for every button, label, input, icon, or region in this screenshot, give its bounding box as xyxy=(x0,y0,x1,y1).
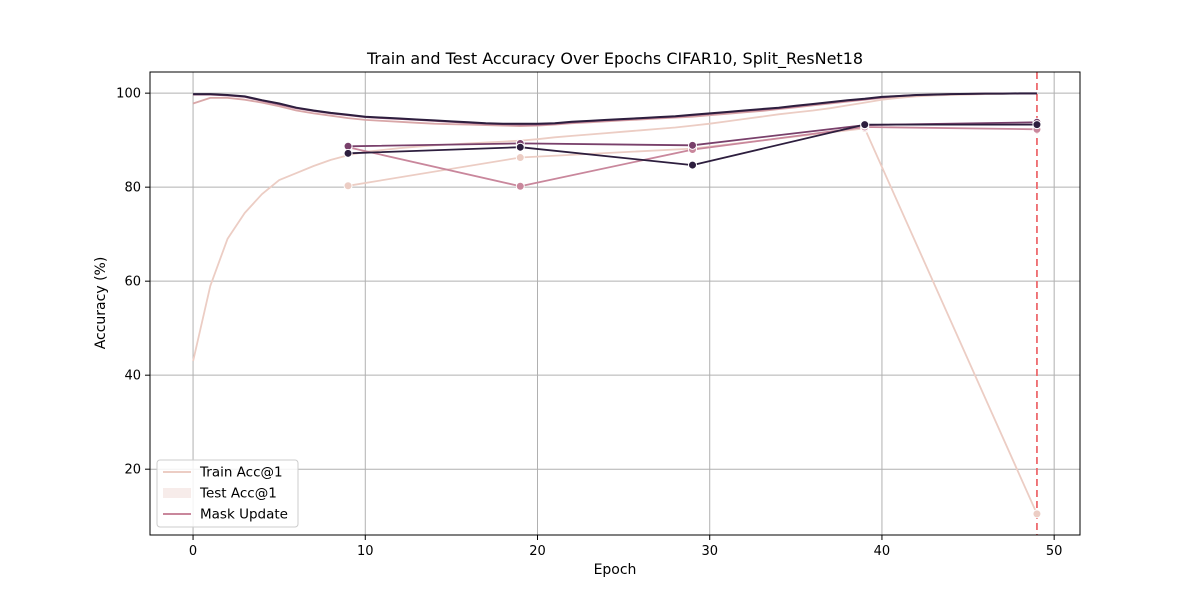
test-point-4-epoch-49 xyxy=(1032,120,1042,130)
test-accuracy-points xyxy=(343,117,1042,519)
y-tick-label: 60 xyxy=(124,275,141,290)
y-tick-label: 20 xyxy=(124,463,141,478)
test-point-1-epoch-19 xyxy=(515,153,525,163)
x-axis-label: Epoch xyxy=(594,562,637,578)
legend-box xyxy=(156,459,299,528)
train-line-4 xyxy=(193,92,1037,125)
train-accuracy-lines xyxy=(192,92,1037,362)
test-point-4-epoch-19 xyxy=(515,142,525,152)
x-tick-label: 0 xyxy=(189,544,197,559)
test-point-4-epoch-39 xyxy=(860,120,870,130)
x-tick-label: 10 xyxy=(357,544,374,559)
test-accuracy-lines xyxy=(347,121,1038,515)
train-line-1 xyxy=(192,92,1037,362)
x-tick-label: 30 xyxy=(701,544,718,559)
test-point-3-epoch-29 xyxy=(688,140,697,150)
test-point-4-epoch-9 xyxy=(343,148,353,158)
legend-swatch-2 xyxy=(163,488,191,498)
test-point-2-epoch-19 xyxy=(515,181,525,191)
y-axis-label: Accuracy (%) xyxy=(93,257,109,350)
test-line-1 xyxy=(347,127,1038,515)
y-tick-label: 40 xyxy=(124,369,141,384)
legend-label-2: Test Acc@1 xyxy=(199,486,277,502)
test-point-1-epoch-49 xyxy=(1032,509,1042,519)
x-tick-label: 50 xyxy=(1046,544,1063,559)
legend-label-3: Mask Update xyxy=(200,507,288,523)
y-tick-label: 100 xyxy=(116,87,141,102)
x-axis-ticks: 0 10 20 30 40 50 xyxy=(189,535,1063,559)
legend: Train Acc@1 Test Acc@1 Mask Update xyxy=(156,459,299,528)
chart-title: Train and Test Accuracy Over Epochs CIFA… xyxy=(366,49,863,69)
plot-frame xyxy=(149,71,1081,536)
train-line-2 xyxy=(192,92,1037,127)
y-axis-ticks: 20 40 60 80 100 xyxy=(116,87,150,478)
test-point-1-epoch-9 xyxy=(343,181,353,191)
legend-label-1: Train Acc@1 xyxy=(199,465,283,481)
test-line-2 xyxy=(347,126,1037,188)
x-tick-label: 40 xyxy=(874,544,891,559)
x-tick-label: 20 xyxy=(529,544,546,559)
test-point-4-epoch-29 xyxy=(688,160,697,170)
y-tick-label: 80 xyxy=(124,181,141,196)
